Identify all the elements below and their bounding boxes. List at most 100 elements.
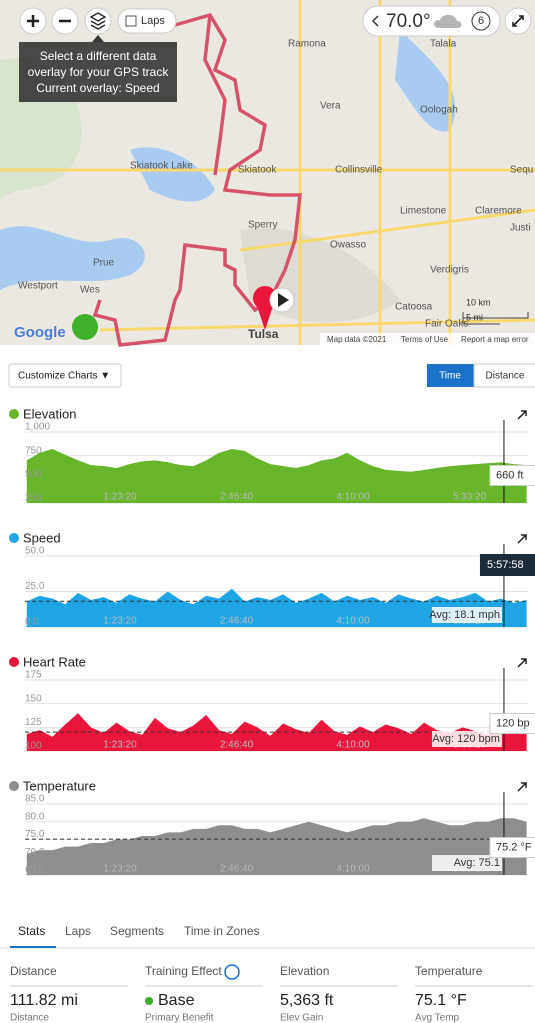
attribution[interactable]: Report a map error xyxy=(461,335,529,344)
map-label: Verdigris xyxy=(430,265,469,276)
map[interactable]: Ramona Talala Vera Oologah Skiatook Lake… xyxy=(0,0,535,347)
x-tick-label: 2:46:40 xyxy=(220,864,254,875)
tooltip-text: Current overlay: Speed xyxy=(36,81,159,95)
cloud-icon xyxy=(434,14,462,28)
chart-title: Elevation xyxy=(23,406,76,421)
expand-icon xyxy=(517,410,527,420)
expand-icon xyxy=(517,534,527,544)
help-icon[interactable] xyxy=(224,964,240,980)
wind-badge xyxy=(471,11,491,31)
map-label: Vera xyxy=(320,101,341,112)
lake xyxy=(395,30,456,132)
y-tick-label: 125 xyxy=(25,717,42,728)
map-label: Collinsville xyxy=(335,165,383,176)
wind-value: 6 xyxy=(478,15,484,27)
map-label: Wes xyxy=(80,285,100,296)
hover-label: 120 bp xyxy=(496,717,530,729)
expand-icon xyxy=(517,658,527,668)
tab[interactable]: Stats xyxy=(18,924,45,938)
y-tick-label: 75.0 xyxy=(25,829,45,840)
map-label: Claremore xyxy=(475,206,522,217)
benefit-dot xyxy=(145,997,153,1005)
laps-toggle[interactable] xyxy=(117,8,177,34)
customize-label: Customize Charts ▼ xyxy=(18,371,110,382)
stat-sub: Avg Temp xyxy=(415,1013,460,1023)
stat-header: Training Effect xyxy=(145,964,222,978)
tabs: Stats Laps Segments Time in Zones xyxy=(10,924,260,948)
checkbox[interactable] xyxy=(125,15,137,27)
chevron xyxy=(371,15,379,27)
weather-pill[interactable] xyxy=(362,5,501,37)
y-tick-label: 0.0 xyxy=(25,617,39,628)
map-label: Tulsa xyxy=(248,327,279,341)
y-tick-label: 500 xyxy=(25,469,42,480)
scale-label: 10 km xyxy=(466,297,491,307)
hover-label: 660 ft xyxy=(496,469,524,481)
hover-box xyxy=(489,713,535,734)
y-tick-label: 750 xyxy=(25,445,42,456)
distance-toggle[interactable] xyxy=(473,363,535,388)
hover-box xyxy=(489,465,535,486)
avg-box xyxy=(431,607,502,623)
avg-label: Avg: 75.1 xyxy=(454,857,500,869)
area xyxy=(26,818,527,875)
x-tick-label: 2:46:40 xyxy=(220,492,254,503)
y-tick-label: 85.0 xyxy=(25,794,45,805)
map-label: Sperry xyxy=(248,220,277,231)
tooltip xyxy=(19,42,177,102)
chart-title: Speed xyxy=(23,530,61,545)
x-tick-label: 1:23:20 xyxy=(103,492,137,503)
google-logo: Google xyxy=(14,324,66,341)
customize-button[interactable] xyxy=(8,363,122,388)
map-label: Ramona xyxy=(288,39,326,50)
start-marker[interactable] xyxy=(72,314,98,340)
area xyxy=(26,588,527,627)
legend-dot xyxy=(9,781,19,791)
stat-value: 75.1 °F xyxy=(415,992,467,1009)
scale-label: 5 mi xyxy=(466,312,483,322)
legend-dot xyxy=(9,409,19,419)
x-tick-label: 4:10:00 xyxy=(336,864,370,875)
tab[interactable]: Time in Zones xyxy=(184,924,260,938)
tab[interactable]: Segments xyxy=(110,924,164,938)
laps-label: Laps xyxy=(141,15,165,27)
attribution[interactable]: Terms of Use xyxy=(401,335,449,344)
map-label: Owasso xyxy=(330,240,367,251)
time-toggle[interactable] xyxy=(427,364,474,387)
route xyxy=(92,12,302,347)
stat-value: 111.82 mi xyxy=(10,992,78,1009)
hover-label: 75.2 °F xyxy=(496,841,532,853)
map-label: Westport xyxy=(18,281,58,292)
avg-label: Avg: 120 bpm xyxy=(432,733,500,745)
y-tick-label: 70.0 xyxy=(25,847,45,858)
legend-dot xyxy=(9,533,19,543)
route xyxy=(203,14,227,176)
play-icon xyxy=(278,293,289,307)
chart-title: Temperature xyxy=(23,778,96,793)
map-label: Justi xyxy=(510,223,531,234)
y-tick-label: 80.0 xyxy=(25,811,45,822)
tooltip-text: Select a different data xyxy=(40,49,157,63)
map-label: Skiatook xyxy=(238,165,277,176)
avg-box xyxy=(431,731,502,747)
y-tick-label: 175 xyxy=(25,670,42,681)
cursor-time: 5:57:58 xyxy=(487,559,524,571)
tab[interactable]: Laps xyxy=(65,924,91,938)
avg-box xyxy=(431,855,502,871)
x-tick-label: 1:23:20 xyxy=(103,740,137,751)
distance-label: Distance xyxy=(486,371,525,382)
x-tick-label: 1:23:20 xyxy=(103,616,137,627)
avg-label: Avg: 18.1 mph xyxy=(429,609,500,621)
y-tick-label: 50.0 xyxy=(25,546,45,557)
stat-header: Distance xyxy=(10,964,57,978)
area xyxy=(26,449,527,503)
y-tick-label: 100 xyxy=(25,741,42,752)
y-tick-label: 65.0 xyxy=(25,865,45,876)
scale-bar xyxy=(462,312,529,325)
stat-sub: Primary Benefit xyxy=(145,1013,214,1023)
stat-value: Base xyxy=(158,992,195,1009)
map-label: Catoosa xyxy=(395,302,433,313)
attribution: Map data ©2021 xyxy=(327,335,387,344)
